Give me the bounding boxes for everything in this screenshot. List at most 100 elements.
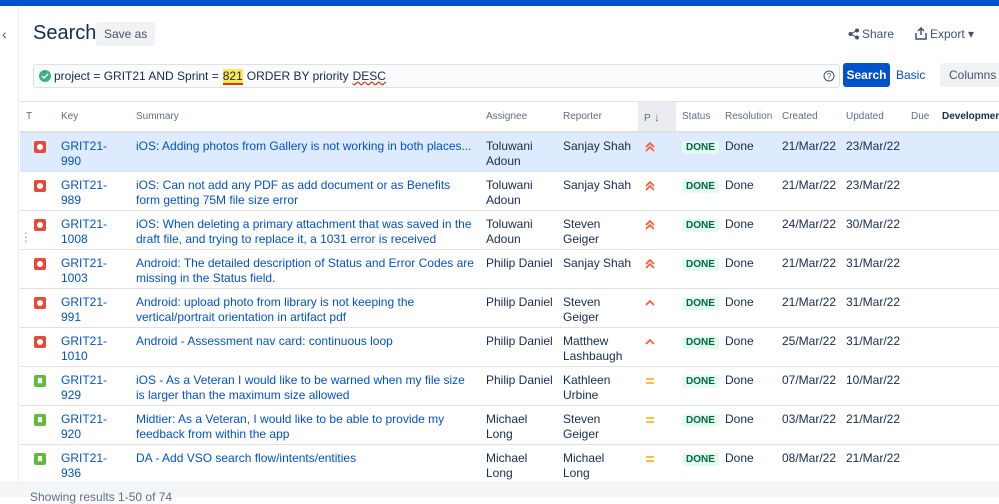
issue-summary[interactable]: DA - Add VSO search flow/intents/entitie… — [136, 451, 357, 465]
issue-row[interactable]: GRIT21-929 iOS - As a Veteran I would lik… — [20, 366, 999, 406]
assignee: Toluwani Adoun — [486, 139, 533, 168]
resolution: Done — [725, 178, 754, 192]
column-header[interactable]: Updated — [840, 102, 905, 133]
issue-row[interactable]: GRIT21-920 Midtier: As a Veteran, I would… — [20, 405, 999, 445]
collapse-sidebar[interactable]: ‹ — [2, 26, 7, 42]
issue-summary[interactable]: iOS: Adding photos from Gallery is not w… — [136, 139, 472, 153]
issue-key[interactable]: GRIT21-1010 — [61, 334, 108, 363]
footer: Showing results 1-50 of 74 — [0, 481, 999, 504]
help-icon[interactable]: ? — [823, 70, 835, 82]
issue-summary[interactable]: Midtier: As a Veteran, I would like to b… — [136, 412, 445, 441]
column-header[interactable]: Development — [936, 102, 999, 133]
resolution-cell: Done — [719, 288, 776, 328]
updated-cell: 30/Mar/22 — [840, 210, 905, 250]
resolution-cell: Done — [719, 171, 776, 211]
column-header[interactable]: Created — [776, 102, 840, 133]
jql-input[interactable]: project = GRIT21 AND Sprint = 821 ORDER BY… — [33, 64, 840, 88]
issue-summary[interactable]: iOS: When deleting a primary attachment … — [136, 217, 472, 246]
priority-cell — [638, 288, 676, 328]
issue-type-icon — [34, 141, 46, 156]
updated-cell: 23/Mar/22 — [840, 171, 905, 211]
assignee-cell: Philip Daniel — [480, 327, 557, 367]
issue-key[interactable]: GRIT21-1008 — [61, 217, 108, 246]
issue-summary[interactable]: Android: The detailed description of Sta… — [136, 256, 474, 285]
export-label: Export — [930, 27, 965, 41]
sidebar-border — [18, 6, 19, 481]
type-cell — [20, 444, 55, 482]
created-cell: 21/Mar/22 — [776, 249, 840, 289]
resolution-cell: Done — [719, 327, 776, 367]
column-header[interactable]: Summary — [130, 102, 480, 133]
column-header[interactable]: Status — [676, 102, 719, 133]
assignee: Philip Daniel — [486, 256, 553, 270]
search-button[interactable]: Search — [843, 63, 890, 87]
column-header-label: Status — [682, 111, 711, 122]
resolution: Done — [725, 139, 754, 153]
assignee: Toluwani Adoun — [486, 178, 533, 207]
basic-link[interactable]: Basic — [896, 68, 926, 82]
issue-key[interactable]: GRIT21-991 — [61, 295, 108, 324]
issue-summary[interactable]: iOS - As a Veteran I would like to be wa… — [136, 373, 465, 402]
column-header[interactable]: Key — [55, 102, 130, 133]
status-lozenge: DONE — [682, 219, 719, 232]
priority-cell — [638, 210, 676, 250]
column-header-label: Key — [61, 111, 79, 122]
reporter: Matthew Lashbaugh — [563, 334, 623, 363]
issue-row[interactable]: GRIT21-989 iOS: Can not add any PDF as ad… — [20, 171, 999, 211]
issue-row[interactable]: GRIT21-1008 iOS: When deleting a primary … — [20, 210, 999, 250]
assignee-cell: Toluwani Adoun — [480, 210, 557, 250]
resolution: Done — [725, 256, 754, 270]
issue-key[interactable]: GRIT21-989 — [61, 178, 108, 207]
issue-summary[interactable]: Android - Assessment nav card: continuou… — [136, 334, 393, 348]
results-count: Showing results 1-50 of 74 — [30, 490, 173, 504]
sort-arrow: ↓ — [650, 109, 661, 124]
assignee-cell: Michael Long — [480, 444, 557, 482]
priority-icon — [644, 376, 656, 390]
issue-row[interactable]: GRIT21-936 DA - Add VSO search flow/inten… — [20, 444, 999, 482]
column-header-label: T — [26, 111, 33, 122]
issue-key[interactable]: GRIT21-990 — [61, 139, 108, 168]
reporter: Kathleen Urbine — [563, 373, 611, 402]
created-date: 03/Mar/22 — [782, 412, 837, 426]
column-header[interactable]: Reporter — [557, 102, 638, 133]
issue-summary[interactable]: iOS: Can not add any PDF as add document… — [136, 178, 451, 207]
due-cell — [905, 171, 936, 211]
resolution: Done — [725, 295, 754, 309]
column-header[interactable]: Due — [905, 102, 936, 133]
created-date: 25/Mar/22 — [782, 334, 837, 348]
issue-summary[interactable]: Android: upload photo from library is no… — [136, 295, 415, 324]
assignee: Philip Daniel — [486, 334, 553, 348]
column-header[interactable]: P ↓ — [638, 102, 676, 133]
issue-row[interactable]: GRIT21-991 Android: upload photo from lib… — [20, 288, 999, 328]
issue-key[interactable]: GRIT21-936 — [61, 451, 108, 480]
column-header[interactable]: Assignee — [480, 102, 557, 133]
reporter: Steven Geiger — [563, 295, 601, 324]
resolution: Done — [725, 412, 754, 426]
column-header[interactable]: Resolution — [719, 102, 776, 133]
status-cell: DONE — [676, 366, 719, 406]
assignee-cell: Philip Daniel — [480, 249, 557, 289]
columns-button[interactable]: Columns ▾ — [940, 63, 999, 87]
updated-date: 21/Mar/22 — [846, 451, 901, 465]
export-button[interactable]: Export ▾ — [930, 27, 975, 41]
summary-cell: iOS: Can not add any PDF as add document… — [130, 171, 480, 211]
save-as-button[interactable]: Save as — [96, 22, 156, 46]
issue-key[interactable]: GRIT21-929 — [61, 373, 108, 402]
assignee-cell: Toluwani Adoun — [480, 171, 557, 211]
issue-row[interactable]: GRIT21-1010 Android - Assessment nav card… — [20, 327, 999, 367]
updated-date: 31/Mar/22 — [846, 334, 901, 348]
issue-key[interactable]: GRIT21-920 — [61, 412, 108, 441]
reporter: Steven Geiger — [563, 217, 601, 246]
status-lozenge: DONE — [682, 375, 719, 388]
column-header[interactable]: T — [20, 102, 55, 133]
share-button[interactable]: Share — [862, 27, 895, 41]
issue-row[interactable]: GRIT21-990 iOS: Adding photos from Galler… — [20, 132, 999, 172]
export-icon — [915, 27, 927, 40]
issue-row[interactable]: GRIT21-1003 Android: The detailed descrip… — [20, 249, 999, 289]
key-cell: GRIT21-989 — [55, 171, 130, 211]
issue-key[interactable]: GRIT21-1003 — [61, 256, 108, 285]
column-header-label: Created — [782, 111, 818, 122]
status-cell: DONE — [676, 288, 719, 328]
valid-icon — [39, 70, 51, 82]
priority-cell — [638, 405, 676, 445]
